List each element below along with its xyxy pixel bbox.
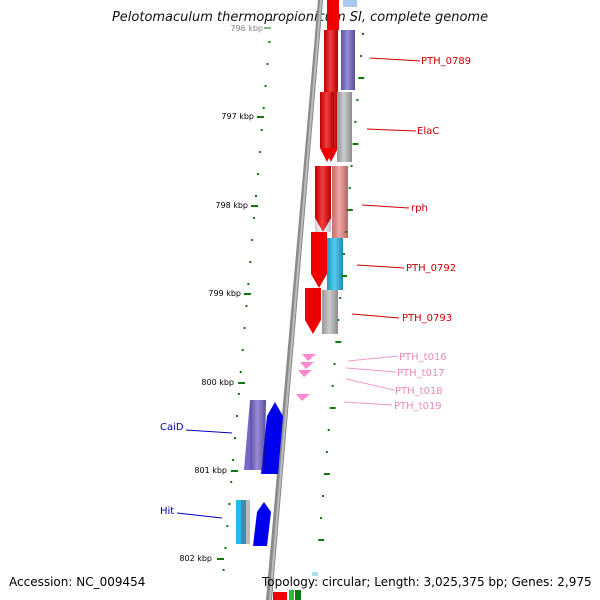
ruler-label: 800 kbp (201, 378, 234, 387)
map-title: Pelotomaculum thermopropionicum SI, comp… (111, 10, 489, 25)
gene-labels: PTH_0789 ElaC rph PTH_0792 PTH_0793 PTH_… (160, 56, 471, 517)
ruler-label: 798 kbp (215, 201, 248, 210)
gene-label-pth0793[interactable]: PTH_0793 (402, 313, 452, 324)
gene-label-pth-t018[interactable]: PTH_t018 (395, 386, 443, 397)
gene-label-caid[interactable]: CaiD (160, 422, 184, 433)
gene-label-pth-t016[interactable]: PTH_t016 (399, 352, 447, 363)
forward-cds-elac (320, 92, 334, 162)
gene-label-rph[interactable]: rph (411, 203, 428, 214)
gene-label-elac[interactable]: ElaC (417, 126, 439, 137)
ruler-labels: 796 kbp 797 kbp 798 kbp 799 kbp 800 kbp … (179, 24, 263, 563)
ruler-label: 799 kbp (208, 289, 241, 298)
topology-text: Topology: circular; Length: 3,025,375 bp… (262, 575, 592, 589)
gene-label-hit[interactable]: Hit (160, 506, 174, 517)
gene-label-pth-t017[interactable]: PTH_t017 (397, 368, 445, 379)
gene-label-pth-t019[interactable]: PTH_t019 (394, 401, 442, 412)
reverse-cds-group-caid (244, 400, 283, 474)
gene-label-pth0792[interactable]: PTH_0792 (406, 263, 456, 274)
backbone (266, 0, 323, 600)
top-partial-genes (327, 0, 357, 30)
feature-ticks (318, 33, 365, 541)
trna-triangles (296, 354, 316, 401)
accession-text: Accession: NC_009454 (9, 575, 146, 589)
cog-bars (322, 30, 355, 334)
bottom-partial-genes (273, 572, 318, 600)
ruler-ticks (222, 19, 273, 571)
gene-label-pth0789[interactable]: PTH_0789 (421, 56, 471, 67)
label-leaders (176, 57, 421, 519)
ruler-major-ticks (217, 27, 271, 560)
ruler-label: 796 kbp (230, 24, 263, 33)
ruler-label: 802 kbp (179, 554, 212, 563)
ruler-label: 797 kbp (221, 112, 254, 121)
ruler-label: 801 kbp (194, 466, 227, 475)
reverse-cds-group-hit (236, 500, 271, 546)
